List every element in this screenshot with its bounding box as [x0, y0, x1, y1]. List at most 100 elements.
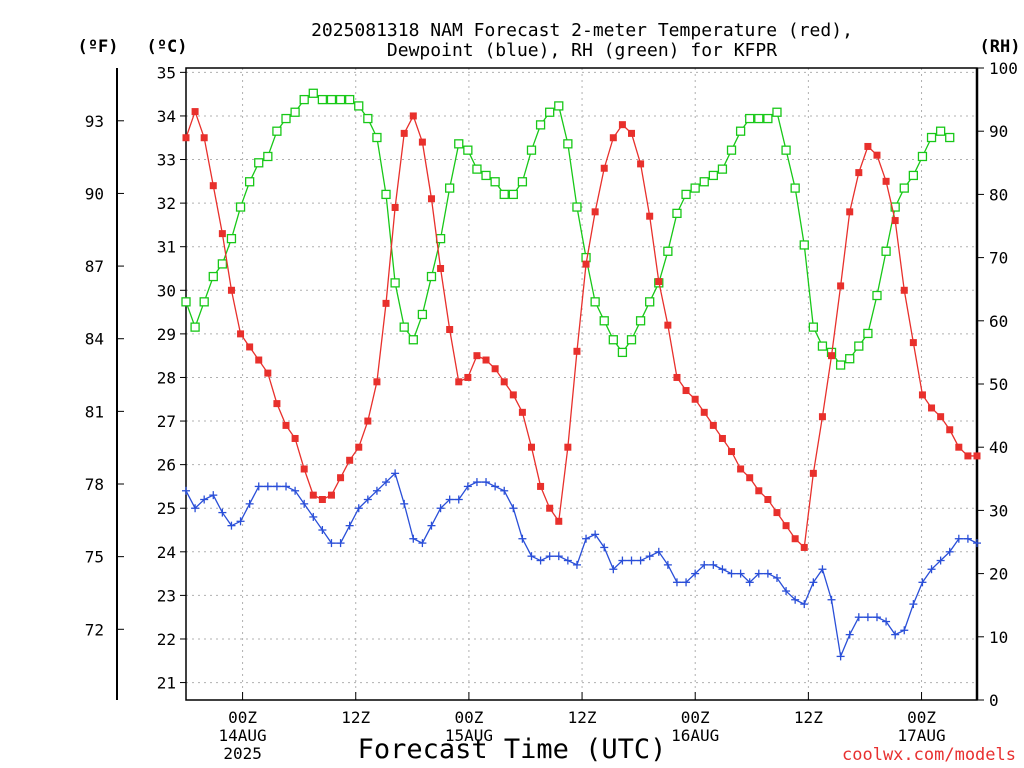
c-tick-label: 30	[157, 281, 176, 300]
dewpoint-point	[882, 617, 891, 626]
dewpoint-point	[927, 565, 936, 574]
dewpoint-point	[736, 569, 745, 578]
dewpoint-point	[445, 495, 454, 504]
temperature-point	[791, 535, 799, 543]
temperature-point	[637, 160, 645, 168]
chart-title-line2: Dewpoint (blue), RH (green) for KFPR	[387, 40, 777, 61]
c-tick-label: 33	[157, 151, 176, 170]
dewpoint-point	[200, 495, 209, 504]
temperature-point	[837, 282, 845, 290]
temperature-point	[382, 299, 390, 307]
rh-point	[399, 322, 409, 332]
dewpoint-point	[182, 486, 190, 495]
rh-point	[935, 126, 946, 136]
rh-point	[308, 88, 318, 98]
rh-point	[517, 177, 528, 187]
temperature-point	[200, 134, 208, 142]
dewpoint-point	[591, 530, 600, 539]
temperature-point	[564, 443, 572, 451]
rh-point	[226, 233, 237, 244]
y-left-f-label: (ºF)	[78, 37, 119, 57]
dewpoint-point	[509, 504, 518, 513]
rh-point	[290, 107, 300, 117]
rh-point	[181, 297, 191, 307]
dewpoint-point	[727, 569, 736, 578]
dewpoint-point	[500, 486, 509, 495]
rh-point	[763, 113, 773, 124]
temperature-point	[555, 517, 563, 525]
rh-point	[535, 120, 546, 130]
dewpoint-point	[227, 521, 236, 530]
temperature-point	[609, 134, 617, 142]
temperature-point	[700, 408, 708, 416]
temperature-point	[800, 543, 808, 551]
dewpoint-point	[518, 534, 527, 543]
rh-point	[335, 94, 346, 105]
grid-lines	[186, 68, 977, 700]
dewpoint-point	[909, 600, 918, 609]
dewpoint-point	[891, 630, 900, 639]
temperature-point	[237, 330, 245, 338]
dewpoint-point	[782, 587, 791, 596]
chart-title-line1: 2025081318 NAM Forecast 2-meter Temperat…	[311, 20, 853, 41]
x-tick-label: 00Z	[907, 708, 936, 727]
dewpoint-point	[254, 482, 263, 491]
temperature-point	[655, 278, 663, 286]
rh-point	[626, 335, 637, 345]
temperature-point	[264, 369, 272, 377]
rh-point	[190, 322, 200, 332]
rh-point	[681, 189, 691, 200]
temperature-point	[182, 134, 190, 142]
rh-point	[608, 335, 618, 345]
rh-point	[663, 246, 673, 256]
f-tick-label: 72	[85, 620, 104, 639]
dewpoint-point	[482, 478, 491, 487]
x-tick-date-label: 17AUG	[897, 726, 945, 745]
temperature-point	[809, 469, 817, 477]
temperature-point	[918, 391, 926, 399]
rh-point	[745, 113, 755, 124]
rh-point	[808, 322, 818, 332]
temperature-point	[755, 487, 763, 495]
rh-point	[908, 170, 919, 181]
dewpoint-point	[954, 534, 963, 543]
dewpoint-point	[291, 486, 300, 495]
rh-point	[772, 107, 782, 117]
rh-tick-label: 40	[989, 438, 1008, 457]
temperature-point	[246, 343, 254, 351]
dewpoint-point	[572, 560, 581, 569]
dewpoint-point	[354, 504, 363, 513]
temperature-point	[882, 177, 890, 185]
temperature-point	[427, 195, 435, 203]
dewpoint-point	[791, 595, 800, 604]
temperature-point	[300, 465, 308, 473]
rh-point	[299, 94, 309, 105]
rh-point	[926, 132, 937, 143]
rh-point	[235, 202, 246, 212]
rh-point	[863, 328, 873, 339]
x-tick-label: 00Z	[454, 708, 483, 727]
dewpoint-point	[718, 565, 727, 574]
temperature-point	[855, 169, 863, 177]
dewpoint-point	[382, 478, 391, 487]
dewpoint-point	[709, 560, 718, 569]
temperature-point	[937, 413, 945, 421]
rh-point	[545, 107, 555, 117]
dewpoint-point	[372, 486, 381, 495]
dewpoint-point	[582, 534, 591, 543]
temperature-point	[600, 164, 608, 172]
rh-point	[726, 145, 737, 155]
rh-point	[363, 113, 373, 124]
rh-point	[354, 101, 364, 111]
temperature-point	[864, 142, 872, 150]
dewpoint-point	[700, 560, 709, 569]
dewpoint-point	[236, 517, 245, 526]
dewpoint-point	[209, 491, 218, 500]
dewpoint-point	[845, 630, 854, 639]
rh-point	[554, 101, 564, 111]
rh-point	[426, 271, 437, 282]
dewpoint-point	[263, 482, 272, 491]
f-tick-label: 90	[85, 184, 104, 203]
rh-point	[854, 341, 864, 351]
